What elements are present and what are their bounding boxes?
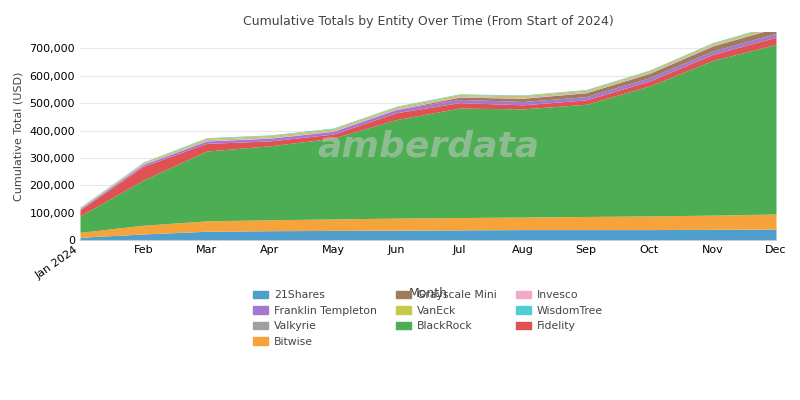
Title: Cumulative Totals by Entity Over Time (From Start of 2024): Cumulative Totals by Entity Over Time (F…	[242, 15, 614, 28]
Text: amberdata: amberdata	[317, 129, 539, 163]
Y-axis label: Cumulative Total (USD): Cumulative Total (USD)	[14, 71, 24, 201]
Legend: 21Shares, Franklin Templeton, Valkyrie, Bitwise, Grayscale Mini, VanEck, BlackRo: 21Shares, Franklin Templeton, Valkyrie, …	[249, 286, 607, 351]
X-axis label: Month: Month	[409, 287, 447, 300]
